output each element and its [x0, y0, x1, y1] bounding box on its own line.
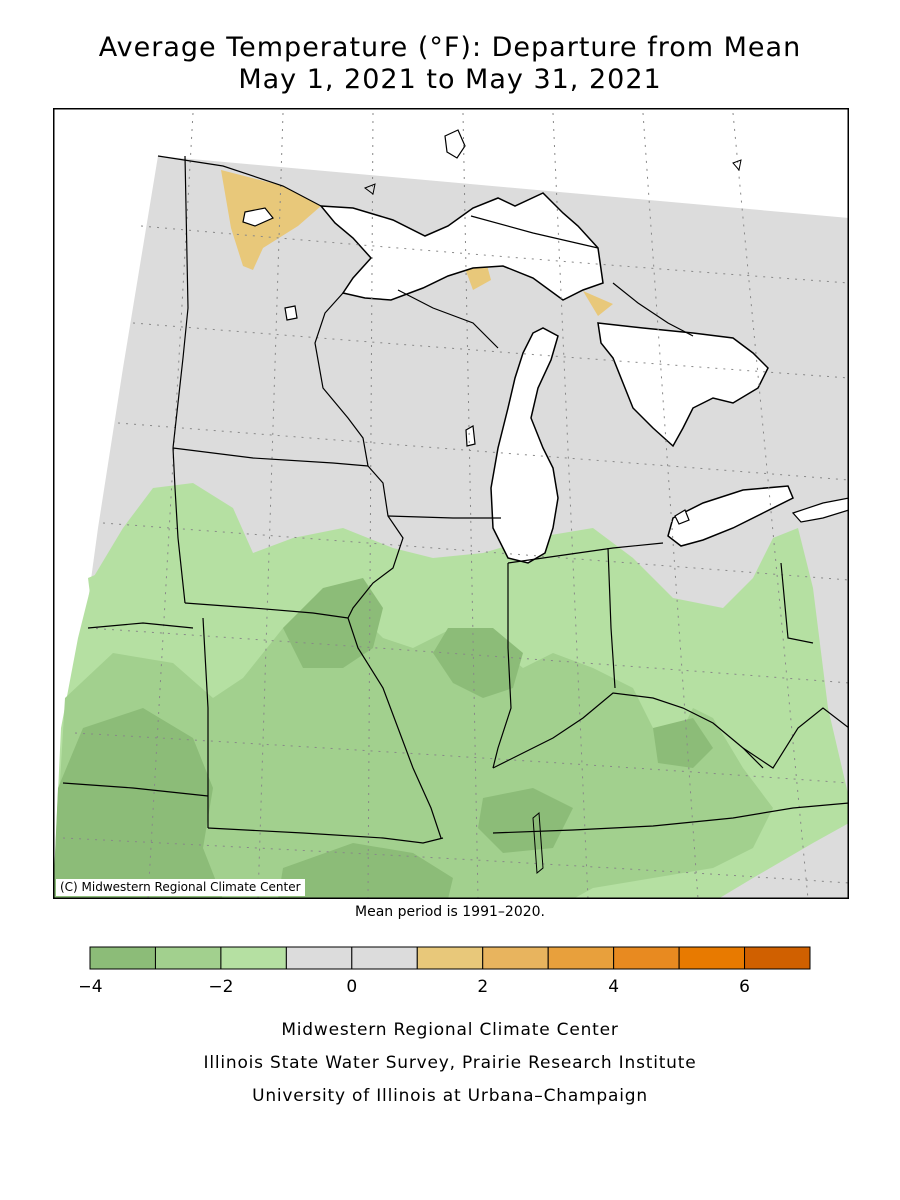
legend-tick-label-4: 4	[608, 977, 619, 997]
lake-ontario	[791, 497, 849, 523]
legend-bin-3	[285, 946, 353, 970]
credit-isws: Illinois State Water Survey, Prairie Res…	[203, 1053, 697, 1073]
lake-red	[242, 207, 274, 227]
anomaly-zone-minus3	[53, 708, 223, 899]
legend-bin-7	[547, 946, 615, 970]
anomaly-zone-minus3-ia	[283, 578, 383, 668]
credit-mrcc: Midwestern Regional Climate Center	[281, 1020, 619, 1040]
anomaly-zone-minus3-mo	[278, 843, 453, 899]
map-title-line2: May 1, 2021 to May 31, 2021	[238, 64, 662, 95]
anomaly-zone-minus3-ky	[653, 718, 713, 768]
legend-tick-label-0: −4	[80, 977, 103, 997]
anomaly-zone-plus1-nwmn	[221, 170, 321, 270]
legend-bin-9	[678, 946, 746, 970]
temperature-departure-map	[53, 108, 849, 899]
lake-superior	[319, 192, 604, 301]
legend-tick-label-1: −2	[208, 977, 233, 997]
anomaly-zone-minus2	[53, 598, 773, 899]
legend-tick-label-2: 0	[346, 977, 357, 997]
islands	[363, 159, 742, 875]
anomaly-zone-minus3-in	[433, 628, 523, 698]
anomaly-zone-minus3-sil	[478, 788, 573, 853]
legend-bin-8	[613, 946, 680, 970]
anomaly-zone-minus1-sw	[88, 563, 143, 628]
legend-bin-2	[220, 946, 287, 970]
state-boundaries	[62, 155, 849, 844]
lake-michigan	[490, 327, 559, 564]
copyright-label: (C) Midwestern Regional Climate Center	[56, 879, 305, 896]
map-title-line1: Average Temperature (°F): Departure from…	[98, 32, 802, 63]
color-scale-legend: −4 −2 0 2 4 6	[80, 946, 811, 997]
legend-bin-6	[482, 946, 549, 970]
mean-period-note: Mean period is 1991–2020.	[355, 904, 545, 920]
graticule	[62, 112, 849, 899]
legend-bin-1	[154, 946, 222, 970]
legend-bin-4	[351, 946, 418, 970]
anomaly-zone-plus1-soo	[583, 291, 613, 316]
lake-st-clair	[674, 509, 690, 525]
lake-winnebago	[465, 425, 476, 447]
legend-bin-0	[89, 946, 156, 970]
legend-tick-label-5: 6	[739, 977, 750, 997]
lake-huron	[597, 322, 769, 448]
lake-erie	[667, 485, 794, 547]
legend-tick-label-3: 2	[477, 977, 488, 997]
isle-royale	[444, 129, 466, 159]
map-frame	[53, 108, 849, 899]
legend-bin-10	[744, 946, 811, 970]
credit-uiuc: University of Illinois at Urbana–Champai…	[252, 1086, 648, 1106]
lake-mille-lacs	[284, 305, 298, 321]
legend-bin-5	[416, 946, 484, 970]
